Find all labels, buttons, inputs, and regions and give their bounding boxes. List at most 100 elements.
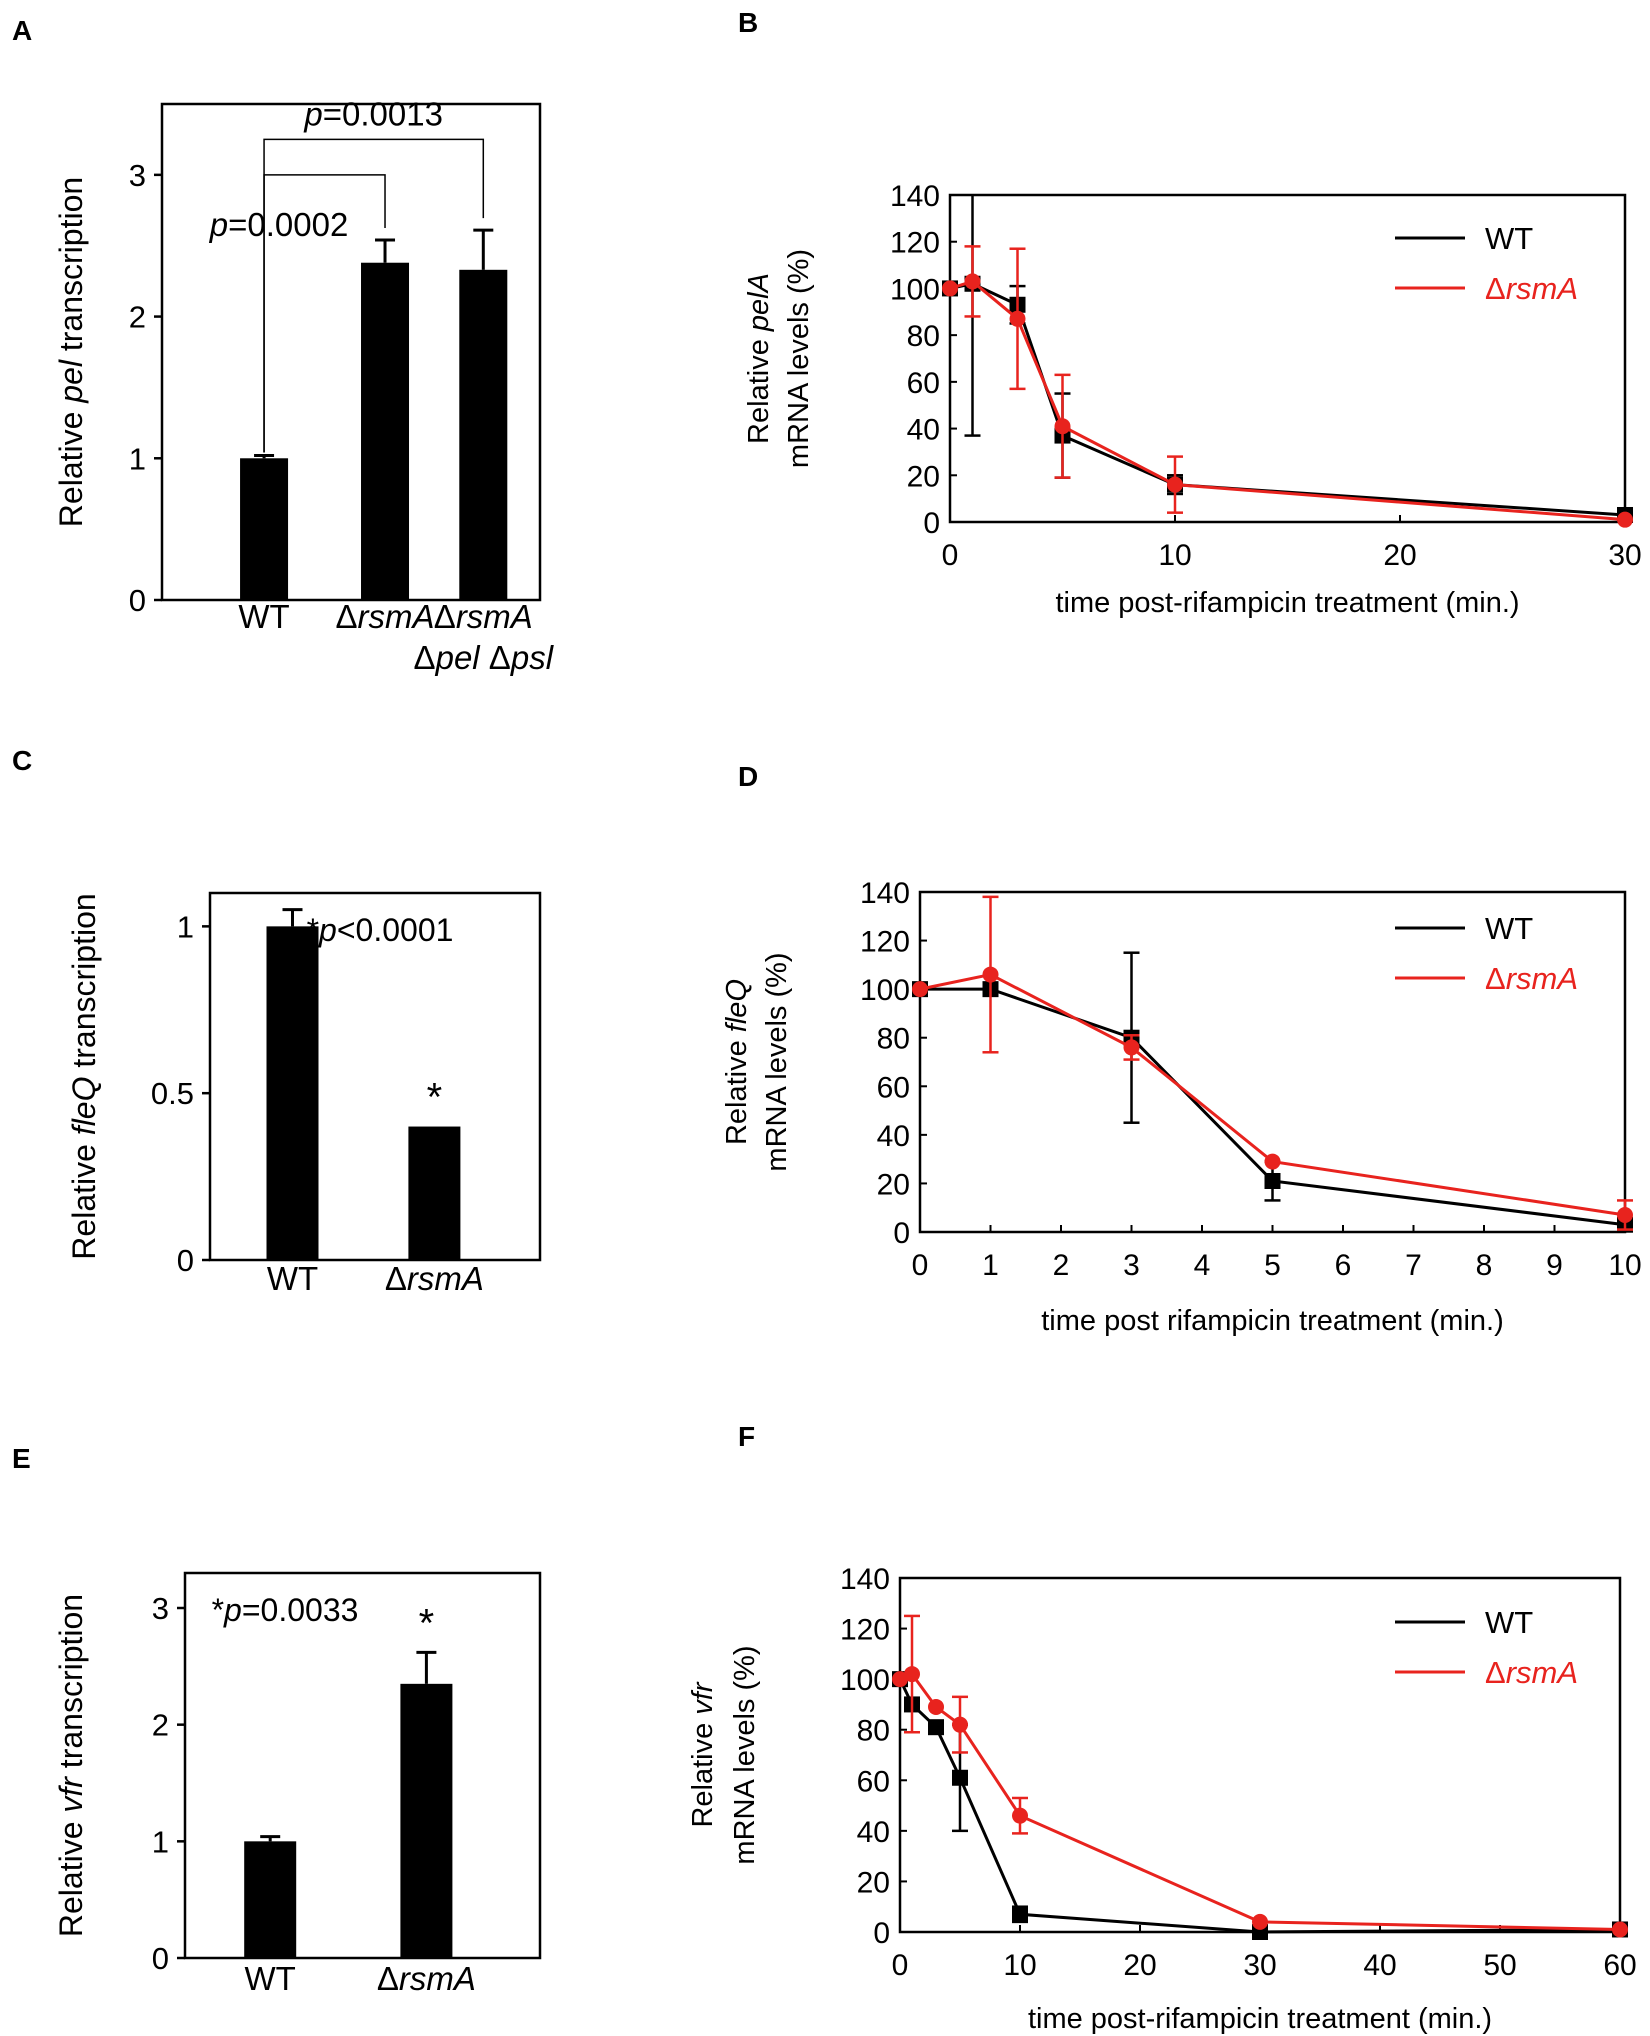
x-tick-label: 3 (1123, 1249, 1140, 1282)
p-value-annotation: p=0.0002 (209, 206, 349, 243)
p-value-annotation-part-1: p (318, 912, 337, 948)
y-tick-label: 100 (890, 273, 940, 306)
legend-label-rsma-part-0: Δ (1485, 961, 1506, 996)
data-point-rsma (1009, 310, 1026, 327)
x-tick-label: 4 (1194, 1249, 1211, 1282)
panel-b: 0 20 40 60 80 100 120 140 0 10 20 30 time post-rifam… (743, 180, 1642, 619)
x-category-label-part-2: Δ (480, 639, 511, 676)
y-tick-label: 100 (840, 1664, 890, 1697)
bar-0 (266, 926, 319, 1260)
y-tick-label: 60 (877, 1071, 910, 1104)
y-axis-label-line-2: mRNA levels (%) (729, 1645, 761, 1864)
p-value-annotation-part-0: p (209, 206, 228, 243)
x-tick-label: 0 (942, 539, 959, 572)
y-tick-label: 0 (923, 507, 940, 540)
x-category-label: Δpel Δpsl (414, 639, 555, 676)
legend-label-wt: WT (1485, 1605, 1533, 1640)
y-tick-label: 80 (877, 1023, 910, 1056)
y-tick-label: 1 (129, 441, 146, 476)
legend: WT ΔrsmA (1395, 911, 1578, 996)
data-point-rsma (1617, 511, 1633, 528)
p-value-annotation: p=0.0013 (303, 95, 443, 132)
x-category-label-part-0: Δ (434, 598, 456, 635)
data-point-rsma (1167, 476, 1183, 493)
p-value-annotation: *p<0.0001 (307, 912, 454, 948)
y-axis-label-part-0: Relative (743, 331, 775, 444)
y-tick-label: 80 (907, 320, 940, 353)
y-tick-label: 20 (877, 1168, 910, 1201)
x-axis-label: time post-rifampicin treatment (min.) (1055, 587, 1519, 619)
x-category-label-part-3: psl (510, 639, 555, 676)
x-category-label: ΔrsmA (377, 1960, 476, 1997)
significance-star: * (427, 1076, 443, 1120)
legend-label-rsma: ΔrsmA (1485, 961, 1578, 996)
panel-f: 0 20 40 60 80 100 120 140 0 10 20 30 40 50 60 time post… (687, 1563, 1637, 2035)
y-axis-label-part-0: Relative (66, 1135, 102, 1260)
y-axis-label-part-2: transcription (53, 1594, 89, 1777)
y-axis-label-part-0: Relative (687, 1715, 719, 1828)
y-tick-label: 60 (857, 1765, 890, 1798)
legend: WT ΔrsmA (1395, 1605, 1578, 1690)
p-value-annotation-part-1: =0.0013 (323, 95, 443, 132)
x-axis-label: time post-rifampicin treatment (min.) (1028, 2003, 1492, 2035)
x-category-label-part-0: WT (267, 1260, 318, 1297)
panel-label-f: F (738, 1421, 755, 1452)
data-point-rsma (1252, 1913, 1268, 1930)
y-axis-label-part-0: Relative (53, 1813, 89, 1938)
bar-1 (361, 262, 410, 600)
y-axis-label-line-2: mRNA levels (%) (761, 952, 793, 1171)
y-axis-label: Relative fleQ (721, 979, 753, 1145)
series-rsma (892, 1614, 1628, 1938)
y-tick-label: 0 (177, 1243, 194, 1278)
x-tick-label: 10 (1003, 1949, 1036, 1982)
x-tick-label: 50 (1483, 1949, 1516, 1982)
x-tick-label: 1 (982, 1249, 999, 1282)
bar-1 (400, 1683, 453, 1958)
panel-label-a: A (12, 15, 32, 46)
panel-label-c: C (12, 745, 32, 776)
x-category-label-part-1: rsmA (407, 1260, 484, 1297)
y-tick-label: 140 (840, 1563, 890, 1596)
series-rsma (942, 245, 1633, 528)
y-tick-label: 0 (873, 1917, 890, 1950)
x-category-label-part-1: rsmA (456, 598, 533, 635)
legend-label-wt: WT (1485, 221, 1533, 256)
x-tick-label: 60 (1603, 1949, 1636, 1982)
legend-label-rsma-part-1: rsmA (1506, 961, 1578, 996)
series-line-wt (898, 1678, 1621, 1934)
x-category-label: ΔrsmA (434, 598, 533, 635)
x-category-label-part-1: pel (435, 639, 482, 676)
x-category-label-part-1: rsmA (358, 598, 435, 635)
data-point-rsma (1264, 1153, 1281, 1170)
y-tick-label: 140 (890, 180, 940, 213)
y-axis-label-part-1: fleQ (721, 979, 753, 1032)
y-tick-label: 2 (129, 300, 146, 335)
data-point-rsma (928, 1698, 944, 1715)
y-tick-label: 40 (877, 1120, 910, 1153)
x-tick-label: 30 (1608, 539, 1641, 572)
data-point-wt (1012, 1906, 1028, 1923)
data-point-rsma (952, 1716, 968, 1733)
y-axis-label: Relative vfr (687, 1681, 719, 1827)
panel-label-e: E (12, 1443, 31, 1474)
p-value-annotation-part-1: p (223, 1592, 242, 1628)
p-value-annotation-part-2: =0.0033 (242, 1592, 359, 1628)
data-point-rsma (964, 273, 981, 290)
x-tick-label: 7 (1405, 1249, 1422, 1282)
x-tick-label: 0 (912, 1249, 929, 1282)
y-axis-label: Relative vfr transcription (53, 1594, 89, 1937)
x-tick-label: 0 (892, 1949, 909, 1982)
y-tick-label: 120 (840, 1614, 890, 1647)
y-tick-label: 20 (857, 1866, 890, 1899)
y-tick-label: 140 (860, 877, 910, 910)
legend-label-rsma-part-0: Δ (1485, 1655, 1506, 1690)
x-tick-label: 10 (1608, 1249, 1641, 1282)
x-tick-label: 9 (1546, 1249, 1563, 1282)
x-tick-label: 20 (1123, 1949, 1156, 1982)
y-tick-label: 3 (129, 158, 146, 193)
x-category-label-part-0: Δ (335, 598, 357, 635)
